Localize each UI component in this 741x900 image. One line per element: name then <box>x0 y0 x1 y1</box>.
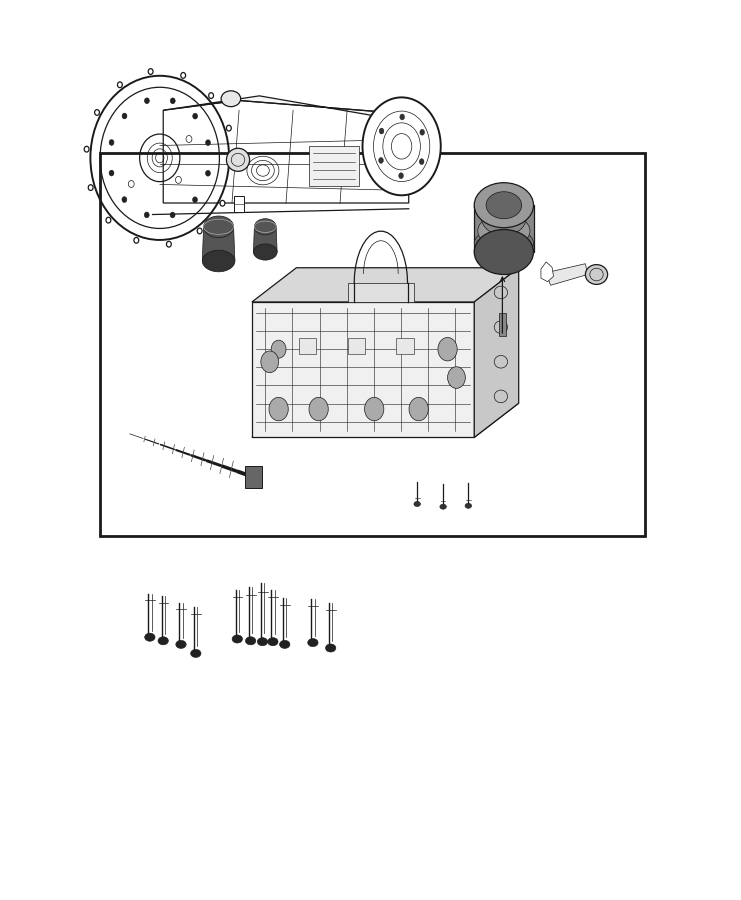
Bar <box>299 338 316 354</box>
Ellipse shape <box>465 503 471 508</box>
Ellipse shape <box>122 113 127 119</box>
Ellipse shape <box>448 367 465 389</box>
Ellipse shape <box>144 98 150 104</box>
Ellipse shape <box>438 338 457 361</box>
Polygon shape <box>541 262 554 282</box>
Ellipse shape <box>227 125 231 131</box>
Ellipse shape <box>167 241 171 248</box>
Ellipse shape <box>482 202 526 235</box>
Ellipse shape <box>245 637 256 644</box>
Ellipse shape <box>181 73 186 78</box>
Ellipse shape <box>257 637 268 646</box>
Ellipse shape <box>271 340 286 358</box>
Ellipse shape <box>474 227 534 260</box>
Ellipse shape <box>478 214 530 248</box>
Ellipse shape <box>144 212 149 218</box>
Ellipse shape <box>585 265 608 284</box>
Ellipse shape <box>309 397 328 421</box>
Ellipse shape <box>148 68 153 75</box>
Ellipse shape <box>221 91 241 107</box>
Ellipse shape <box>379 128 384 134</box>
Ellipse shape <box>220 201 225 206</box>
Polygon shape <box>252 268 519 302</box>
Polygon shape <box>252 403 519 437</box>
Polygon shape <box>202 227 235 261</box>
Ellipse shape <box>486 192 522 219</box>
Ellipse shape <box>230 164 236 169</box>
Bar <box>309 146 359 186</box>
Ellipse shape <box>158 637 168 644</box>
Ellipse shape <box>362 97 441 195</box>
Ellipse shape <box>106 217 111 223</box>
Ellipse shape <box>95 110 99 115</box>
Polygon shape <box>546 264 588 285</box>
Ellipse shape <box>202 250 235 272</box>
Ellipse shape <box>170 212 175 218</box>
Ellipse shape <box>325 644 336 652</box>
Ellipse shape <box>409 397 428 421</box>
Ellipse shape <box>170 98 175 104</box>
Ellipse shape <box>204 216 233 238</box>
Ellipse shape <box>190 650 201 657</box>
Ellipse shape <box>205 140 210 146</box>
Bar <box>348 284 414 302</box>
Ellipse shape <box>122 197 127 202</box>
Ellipse shape <box>279 641 290 648</box>
Ellipse shape <box>88 184 93 191</box>
Bar <box>234 196 244 212</box>
Ellipse shape <box>227 148 250 171</box>
Ellipse shape <box>193 113 198 119</box>
Ellipse shape <box>109 170 114 176</box>
Bar <box>348 338 365 354</box>
Ellipse shape <box>365 397 384 421</box>
Ellipse shape <box>232 635 242 643</box>
Bar <box>245 466 262 488</box>
Ellipse shape <box>419 158 424 165</box>
Ellipse shape <box>268 637 278 646</box>
Ellipse shape <box>144 634 155 641</box>
Ellipse shape <box>134 238 139 243</box>
Ellipse shape <box>254 219 276 235</box>
Ellipse shape <box>420 130 425 135</box>
Ellipse shape <box>253 244 277 260</box>
Ellipse shape <box>197 228 202 234</box>
Ellipse shape <box>379 158 383 164</box>
Ellipse shape <box>84 147 89 152</box>
Bar <box>396 338 414 354</box>
Ellipse shape <box>176 641 186 648</box>
Ellipse shape <box>261 351 279 373</box>
Bar <box>499 313 506 336</box>
Ellipse shape <box>400 114 405 120</box>
Polygon shape <box>253 227 277 252</box>
Ellipse shape <box>308 639 318 646</box>
Ellipse shape <box>118 82 122 87</box>
Ellipse shape <box>109 140 114 145</box>
Ellipse shape <box>474 183 534 228</box>
Ellipse shape <box>474 230 534 274</box>
Ellipse shape <box>269 397 288 421</box>
Ellipse shape <box>209 93 213 98</box>
Ellipse shape <box>414 501 420 507</box>
Polygon shape <box>163 96 423 135</box>
Ellipse shape <box>193 197 197 202</box>
Ellipse shape <box>205 170 210 176</box>
Bar <box>100 153 645 536</box>
Polygon shape <box>252 302 474 437</box>
Ellipse shape <box>440 504 446 509</box>
Ellipse shape <box>399 173 403 178</box>
Polygon shape <box>474 205 534 252</box>
Polygon shape <box>474 268 519 437</box>
